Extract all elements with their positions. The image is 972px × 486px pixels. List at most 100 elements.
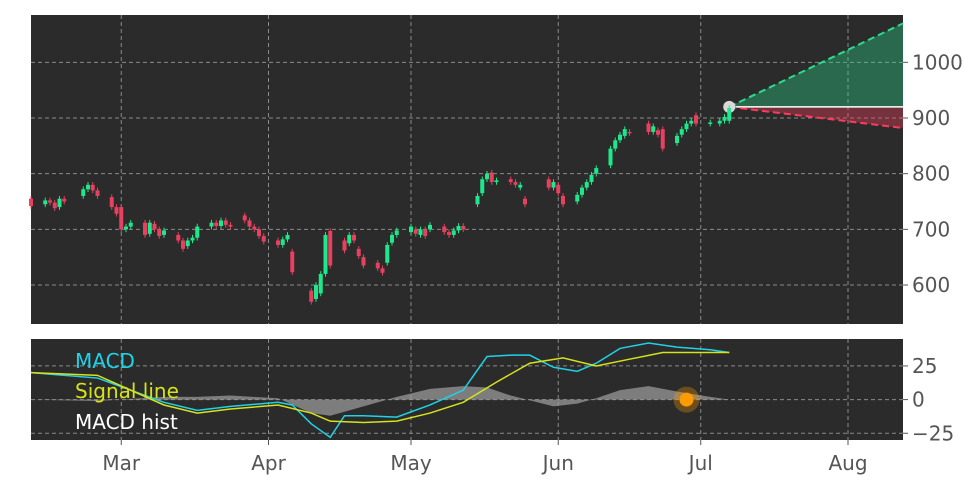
candle-body [575, 194, 580, 202]
candle-body [584, 182, 589, 188]
candle-body [589, 174, 594, 183]
candle-body [518, 184, 523, 188]
candle-body [309, 290, 314, 302]
candle-body [86, 184, 90, 190]
candle-body [280, 239, 285, 245]
candle-body [656, 130, 660, 135]
legend-signal-line: Signal line [75, 379, 179, 403]
candle-body [252, 226, 257, 230]
candle-body [627, 131, 632, 134]
candle-body [394, 230, 399, 235]
candle-body [347, 234, 352, 244]
candle-body [694, 115, 698, 124]
candle-body [109, 197, 114, 208]
candle-body [95, 190, 100, 196]
forecast-upper-line [728, 22, 904, 108]
x-axis: Mar Apr May Jun Jul Aug [102, 440, 868, 475]
candle-body [276, 240, 280, 245]
x-tick-label: Mar [102, 451, 141, 475]
candle-body [722, 116, 727, 121]
macd-legend: MACD Signal line MACD hist [75, 349, 179, 434]
candle-body [409, 226, 413, 233]
x-tick-label: Jun [541, 451, 574, 475]
candle-body [442, 226, 447, 233]
candle-body [261, 236, 266, 242]
x-tick-label: Jul [687, 451, 713, 475]
macd-hist-area [31, 386, 730, 416]
candle-body [556, 184, 561, 194]
candle-body [190, 237, 195, 241]
candle-body [651, 126, 656, 132]
candle-body [247, 220, 252, 227]
candle-body [157, 229, 162, 237]
candle-body [128, 222, 133, 227]
candle-body [176, 234, 181, 241]
candle-body [456, 226, 461, 231]
candle-body [618, 134, 622, 141]
candle-body [447, 232, 451, 235]
candle-body [689, 120, 694, 124]
candlestick-series [29, 105, 732, 305]
y-tick-label: 800 [912, 162, 950, 186]
price-panel [31, 15, 903, 324]
candle-body [418, 229, 423, 235]
candle-body [209, 222, 214, 227]
candle-body [508, 179, 513, 183]
y-tick-label: 25 [912, 354, 937, 378]
y-tick-label: 700 [912, 217, 950, 241]
y-tick-label: 1000 [912, 50, 963, 74]
candle-body [314, 285, 318, 299]
candle-body [451, 230, 456, 235]
candle-body [660, 129, 665, 149]
candle-body [475, 195, 480, 205]
candle-body [185, 240, 190, 247]
candle-body [143, 222, 147, 235]
candle-body [513, 182, 518, 185]
candle-body [214, 222, 219, 227]
candle-body [290, 251, 295, 273]
candle-body [342, 240, 347, 251]
candle-body [181, 240, 185, 249]
candle-body [390, 234, 394, 243]
candle-body [356, 248, 361, 257]
candle-body [29, 198, 33, 206]
candle-body [114, 207, 119, 214]
forecast-lower-area [729, 106, 903, 129]
price-grid [31, 15, 903, 324]
candle-body [219, 220, 223, 227]
candle-body [546, 179, 551, 188]
price-y-axis: 600 700 800 900 1000 [903, 50, 963, 297]
candle-body [152, 223, 157, 230]
candle-body [523, 198, 527, 205]
candle-body [489, 172, 494, 183]
macd-line [30, 342, 730, 439]
x-tick-label: May [390, 451, 432, 475]
candle-body [257, 229, 261, 237]
candle-body [323, 234, 328, 274]
candle-body [124, 226, 128, 230]
candle-body [594, 168, 599, 174]
candle-body [613, 140, 618, 149]
y-tick-label: 0 [912, 388, 925, 412]
candle-body [675, 135, 679, 144]
candle-body [375, 262, 380, 269]
candle-body [352, 234, 356, 241]
candle-body [461, 226, 466, 230]
candle-body [48, 200, 52, 203]
y-tick-label: 600 [912, 273, 950, 297]
candle-body [285, 234, 290, 240]
candle-body [242, 215, 247, 221]
candle-body [195, 226, 200, 238]
candle-body [679, 129, 684, 135]
candle-body [684, 123, 689, 130]
signal-line [30, 351, 730, 424]
candle-body [561, 195, 565, 205]
marker-dot [679, 392, 694, 407]
candle-body [423, 229, 428, 237]
candle-body [328, 231, 333, 266]
candle-body [646, 123, 651, 132]
candle-body [494, 180, 499, 183]
candle-body [622, 129, 627, 136]
y-tick-label: −25 [912, 421, 954, 445]
